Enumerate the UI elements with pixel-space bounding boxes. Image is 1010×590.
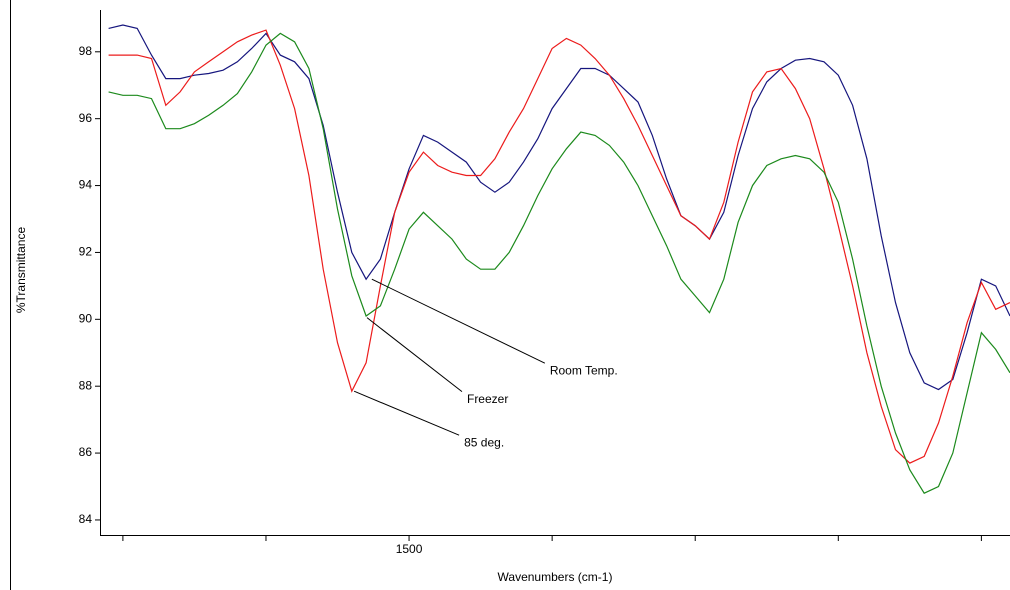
series-line xyxy=(108,32,1010,494)
annotation-leader xyxy=(366,317,463,393)
y-tick-label: 86 xyxy=(79,445,93,459)
y-tick-label: 92 xyxy=(79,245,93,259)
y-tick-label: 90 xyxy=(79,311,93,325)
y-tick-label: 84 xyxy=(79,512,93,526)
y-tick-label: 88 xyxy=(79,378,93,392)
annotation: Room Temp. xyxy=(550,363,618,377)
annotation: Freezer xyxy=(467,392,508,406)
series-line xyxy=(108,24,1010,391)
x-tick-label: 1500 xyxy=(396,542,423,556)
x-axis-label: Wavenumbers (cm-1) xyxy=(498,570,613,584)
annotation: 85 deg. xyxy=(464,435,504,449)
series-line xyxy=(108,29,1010,464)
y-tick-label: 94 xyxy=(79,178,93,192)
y-tick-label: 96 xyxy=(79,111,93,125)
y-tick-label: 98 xyxy=(79,44,93,58)
annotation-leader xyxy=(353,390,460,436)
annotation-leader xyxy=(371,278,546,364)
y-axis-label: %Transmittance xyxy=(14,227,28,314)
